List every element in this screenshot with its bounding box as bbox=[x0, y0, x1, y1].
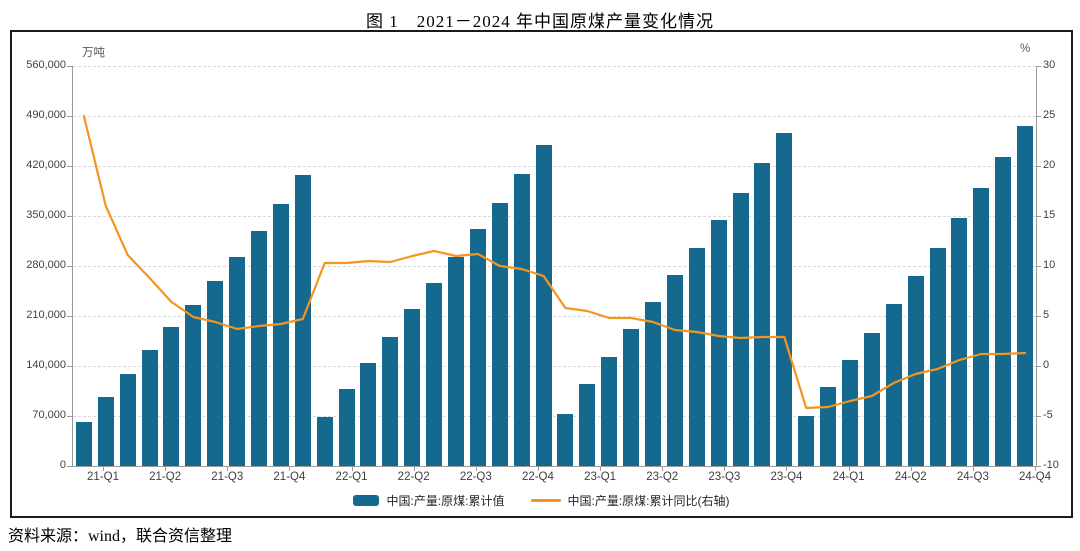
x-axis-tick-label: 23-Q4 bbox=[770, 471, 803, 483]
gridline bbox=[73, 266, 1036, 267]
gridline bbox=[73, 116, 1036, 117]
bar-2021-12 bbox=[294, 175, 311, 466]
right-axis-tick-label: 30 bbox=[1043, 59, 1056, 71]
bar-2021-11 bbox=[272, 204, 289, 466]
bar-2024-11 bbox=[995, 157, 1012, 466]
bar-2024-04 bbox=[841, 360, 858, 466]
left-axis-tick-label: 210,000 bbox=[26, 309, 66, 321]
gridline bbox=[73, 316, 1036, 317]
bar-2022-08 bbox=[448, 256, 464, 466]
x-axis-tick-label: 22-Q2 bbox=[397, 471, 430, 483]
bar-2022-09 bbox=[469, 229, 486, 466]
bar-2021-08 bbox=[207, 280, 224, 466]
bar-2024-05 bbox=[863, 333, 880, 466]
x-axis-tick-label: 23-Q1 bbox=[584, 471, 617, 483]
x-axis-tick-label: 23-Q2 bbox=[646, 471, 679, 483]
gridline bbox=[73, 366, 1036, 367]
right-axis-tick-label: -10 bbox=[1043, 459, 1059, 471]
bar-2022-10 bbox=[491, 202, 508, 466]
left-axis-tick-label: 140,000 bbox=[26, 359, 66, 371]
source-note: 资料来源：wind，联合资信整理 bbox=[8, 528, 233, 545]
bar-2021-02 bbox=[75, 421, 92, 466]
legend-bar-label: 中国:产量:原煤:累计值 bbox=[386, 494, 505, 508]
x-axis-tick-label: 21-Q3 bbox=[211, 471, 244, 483]
legend-line-swatch-icon bbox=[530, 499, 561, 502]
x-axis-tick-label: 24-Q2 bbox=[894, 471, 927, 483]
legend: 中国:产量:原煤:累计值 中国:产量:原煤:累计同比(右轴) bbox=[12, 492, 1071, 509]
right-axis-tick-label: 5 bbox=[1043, 309, 1050, 321]
chart-container: 万吨 % 560,000 490,000 420,000 350,000 280,000… bbox=[10, 30, 1073, 518]
bar-2023-04 bbox=[601, 356, 618, 466]
right-axis-unit-label: % bbox=[1020, 43, 1031, 55]
bar-2021-09 bbox=[229, 256, 246, 466]
bar-2021-03 bbox=[97, 396, 114, 466]
bar-2024-12 bbox=[1017, 126, 1034, 466]
bar-2024-07 bbox=[907, 276, 924, 466]
bar-2023-10 bbox=[732, 192, 749, 466]
x-axis-tick-label: 22-Q4 bbox=[521, 471, 554, 483]
yoy-line bbox=[82, 114, 1027, 410]
legend-line-label: 中国:产量:原煤:累计同比(右轴) bbox=[567, 494, 730, 508]
bar-2024-06 bbox=[885, 304, 902, 466]
x-axis-tick-label: 24-Q1 bbox=[832, 471, 865, 483]
bar-2024-08 bbox=[929, 248, 946, 466]
bar-2023-03 bbox=[579, 383, 596, 466]
bar-2021-06 bbox=[163, 326, 180, 466]
left-axis-tick-label: 70,000 bbox=[32, 409, 66, 421]
figure-title: 图 1 2021－2024 年中国原煤产量变化情况 bbox=[366, 12, 714, 31]
legend-bar-swatch-icon bbox=[353, 495, 380, 506]
x-axis-tick-label: 24-Q4 bbox=[1019, 471, 1051, 483]
right-axis-tick-label: 0 bbox=[1043, 359, 1050, 371]
bar-2022-12 bbox=[535, 144, 552, 466]
bar-2023-05 bbox=[623, 329, 640, 466]
gridline bbox=[73, 216, 1036, 217]
bar-2024-09 bbox=[951, 217, 968, 466]
x-axis-tick-label: 21-Q2 bbox=[149, 471, 182, 483]
left-axis-tick-label: 280,000 bbox=[26, 259, 66, 271]
gridline bbox=[73, 416, 1036, 417]
plot-area bbox=[72, 66, 1037, 467]
bar-2023-07 bbox=[666, 275, 683, 466]
legend-item-bar: 中国:产量:原煤:累计值 bbox=[353, 492, 505, 509]
bar-2021-05 bbox=[141, 350, 158, 466]
bar-2024-10 bbox=[973, 188, 990, 466]
left-axis-tick-label: 490,000 bbox=[26, 109, 66, 121]
right-axis-tick-label: 25 bbox=[1043, 109, 1056, 121]
gridline bbox=[73, 166, 1036, 167]
bar-2023-09 bbox=[710, 220, 727, 466]
left-axis-tick-label: 0 bbox=[59, 459, 66, 471]
x-axis-tick-label: 21-Q4 bbox=[273, 471, 306, 483]
bar-2021-07 bbox=[185, 304, 202, 466]
right-axis-tick-label: -5 bbox=[1043, 409, 1053, 421]
x-axis-tick-label: 21-Q1 bbox=[87, 471, 119, 483]
bar-2023-06 bbox=[644, 301, 661, 466]
bar-2023-11 bbox=[754, 162, 771, 466]
bar-2021-04 bbox=[119, 373, 136, 466]
x-axis-tick-label: 24-Q3 bbox=[956, 471, 989, 483]
bar-2022-02 bbox=[316, 416, 333, 466]
gridline bbox=[73, 66, 1036, 67]
bar-2022-05 bbox=[382, 336, 399, 466]
legend-item-line: 中国:产量:原煤:累计同比(右轴) bbox=[530, 492, 730, 509]
bar-2022-04 bbox=[360, 362, 377, 466]
left-axis-unit-label: 万吨 bbox=[82, 47, 105, 59]
bar-2024-02 bbox=[798, 415, 815, 466]
left-axis-tick-label: 420,000 bbox=[26, 159, 66, 171]
bar-2023-08 bbox=[688, 247, 705, 466]
bar-2022-06 bbox=[404, 309, 421, 466]
bar-2023-02 bbox=[557, 413, 574, 466]
bar-2022-07 bbox=[426, 283, 443, 466]
x-axis-tick-label: 22-Q1 bbox=[335, 471, 368, 483]
left-axis-tick-label: 350,000 bbox=[26, 209, 66, 221]
bar-2022-03 bbox=[338, 388, 355, 466]
bar-2021-10 bbox=[251, 230, 268, 466]
x-axis-tick-label: 23-Q3 bbox=[708, 471, 741, 483]
x-axis-tick-label: 22-Q3 bbox=[459, 471, 492, 483]
left-axis-tick-label: 560,000 bbox=[26, 59, 66, 71]
right-axis-tick-label: 10 bbox=[1043, 259, 1056, 271]
right-axis-tick-label: 20 bbox=[1043, 159, 1056, 171]
bar-2023-12 bbox=[776, 133, 793, 466]
right-axis-tick-label: 15 bbox=[1043, 209, 1056, 221]
bar-2022-11 bbox=[513, 173, 530, 466]
